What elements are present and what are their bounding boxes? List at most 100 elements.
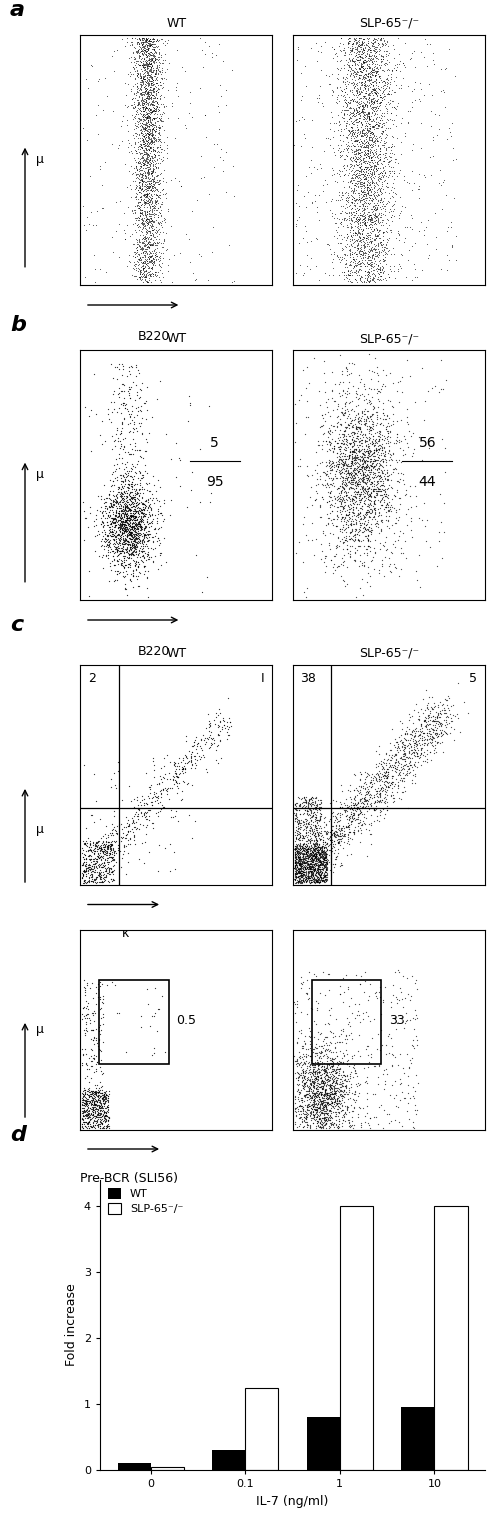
Point [144, 102, 152, 127]
Point [400, 1086, 408, 1110]
Point [340, 424, 347, 448]
Point [294, 811, 302, 836]
Point [396, 203, 404, 227]
Point [133, 479, 141, 503]
Point [133, 30, 141, 55]
Point [302, 840, 310, 865]
Point [422, 215, 430, 239]
Point [374, 363, 382, 387]
Point [346, 194, 354, 218]
Point [449, 694, 457, 718]
Point [138, 59, 146, 84]
Point [366, 143, 374, 168]
Point [398, 194, 406, 218]
Point [119, 390, 127, 415]
Point [298, 833, 306, 857]
Point [96, 1101, 104, 1125]
Point [300, 862, 308, 886]
Point [132, 505, 140, 529]
Point [376, 107, 384, 131]
Point [307, 793, 315, 817]
Point [358, 223, 366, 247]
Point [141, 111, 149, 136]
Point [139, 151, 147, 175]
Point [94, 1080, 102, 1104]
Point [383, 29, 391, 53]
Point [300, 1071, 308, 1095]
Point [365, 461, 373, 485]
Point [367, 61, 375, 85]
Point [292, 1078, 300, 1103]
Point [338, 819, 346, 843]
Point [146, 227, 154, 252]
Point [215, 99, 223, 124]
Point [138, 209, 145, 233]
Point [352, 162, 360, 186]
Point [320, 1071, 328, 1095]
Point [368, 499, 376, 523]
Point [148, 174, 156, 198]
Point [142, 252, 150, 276]
Point [296, 813, 304, 837]
Point [364, 776, 372, 801]
Point [110, 38, 118, 63]
Point [313, 1064, 321, 1089]
Point [424, 706, 432, 730]
Point [358, 192, 366, 217]
Point [358, 49, 366, 73]
Point [317, 1039, 325, 1063]
Point [294, 1084, 302, 1109]
Point [93, 843, 101, 868]
Point [152, 27, 160, 52]
Point [107, 866, 115, 891]
Point [154, 557, 162, 581]
Point [369, 120, 377, 145]
Point [366, 119, 374, 143]
Point [320, 836, 328, 860]
Point [130, 508, 138, 532]
Point [360, 50, 368, 75]
Point [154, 502, 162, 526]
Point [130, 146, 138, 171]
Point [375, 92, 383, 116]
Point [150, 90, 158, 114]
Point [100, 1084, 108, 1109]
Point [82, 1087, 90, 1112]
Point [107, 845, 115, 869]
Point [436, 172, 444, 197]
Point [134, 395, 142, 419]
Point [364, 136, 372, 160]
Point [294, 1052, 302, 1077]
Point [330, 819, 338, 843]
Point [312, 795, 320, 819]
Point [108, 859, 116, 883]
Point [365, 427, 373, 451]
Point [123, 396, 131, 421]
Point [338, 1112, 346, 1136]
Point [138, 73, 146, 98]
Point [428, 732, 436, 756]
Point [295, 859, 303, 883]
Point [360, 70, 368, 95]
Point [326, 1098, 334, 1122]
Point [413, 741, 421, 766]
Point [312, 1064, 320, 1089]
Point [314, 831, 322, 856]
Point [142, 95, 150, 119]
Point [319, 1115, 327, 1139]
Point [144, 38, 152, 63]
Point [373, 476, 381, 500]
Point [373, 149, 381, 174]
Point [90, 854, 98, 878]
Point [140, 66, 148, 90]
Point [382, 232, 390, 256]
Point [368, 244, 376, 268]
Point [151, 38, 159, 63]
Point [358, 140, 366, 165]
Point [136, 246, 144, 270]
Point [357, 69, 365, 93]
Point [430, 708, 438, 732]
Point [387, 64, 395, 88]
Point [324, 479, 332, 503]
Point [123, 502, 131, 526]
